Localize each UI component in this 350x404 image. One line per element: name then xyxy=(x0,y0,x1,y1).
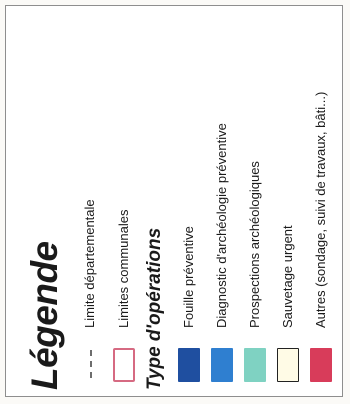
operation-label-autres: Autres (sondage, suivi de travaux, bâti.… xyxy=(313,91,328,328)
swatch-prospections xyxy=(244,348,266,382)
outlined-box-symbol xyxy=(113,348,135,382)
legend-content: Légende Limite départementale Limites co… xyxy=(6,6,344,398)
legend-title: Légende xyxy=(24,241,65,390)
operation-label-fouille: Fouille préventive xyxy=(181,226,196,328)
operations-title: Type d'opérations xyxy=(144,227,165,390)
boundary-label-communes: Limites communales xyxy=(116,209,131,329)
operation-label-sauvetage: Sauvetage urgent xyxy=(280,225,295,328)
swatch-autres xyxy=(310,348,332,382)
swatch-diagnostic xyxy=(211,348,233,382)
operation-label-prospections: Prospections archéologiques xyxy=(247,161,262,328)
legend-frame: Légende Limite départementale Limites co… xyxy=(5,5,343,397)
boundary-label-departement: Limite départementale xyxy=(82,199,97,328)
operation-label-diagnostic: Diagnostic d'archéologie préventive xyxy=(214,123,229,328)
swatch-sauvetage xyxy=(277,348,299,382)
dashed-line-symbol xyxy=(90,350,92,378)
swatch-fouille xyxy=(178,348,200,382)
